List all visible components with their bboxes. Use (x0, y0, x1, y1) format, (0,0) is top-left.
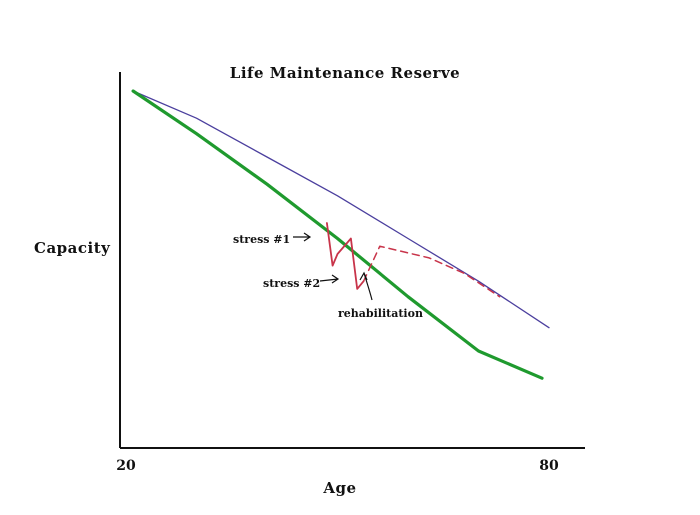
x-tick-label-start: 20 (116, 458, 136, 474)
arrow-stress-2 (319, 274, 340, 284)
chart-title: Life Maintenance Reserve (230, 64, 460, 82)
series-line-2 (131, 89, 544, 380)
series-line-4 (362, 245, 501, 298)
arrow-stress-1 (293, 232, 312, 242)
annotation-rehabilitation: rehabilitation (338, 307, 423, 320)
series-line-1 (132, 90, 550, 329)
series-line-3 (325, 222, 365, 290)
x-tick-label-end: 80 (539, 458, 559, 474)
series-layer (131, 89, 550, 380)
x-axis-label: Age (322, 479, 356, 497)
arrow-rehabilitation (359, 271, 373, 301)
annotation-stress-2: stress #2 (263, 277, 320, 290)
annotation-stress-1: stress #1 (233, 233, 290, 246)
y-axis-label: Capacity (34, 239, 111, 257)
